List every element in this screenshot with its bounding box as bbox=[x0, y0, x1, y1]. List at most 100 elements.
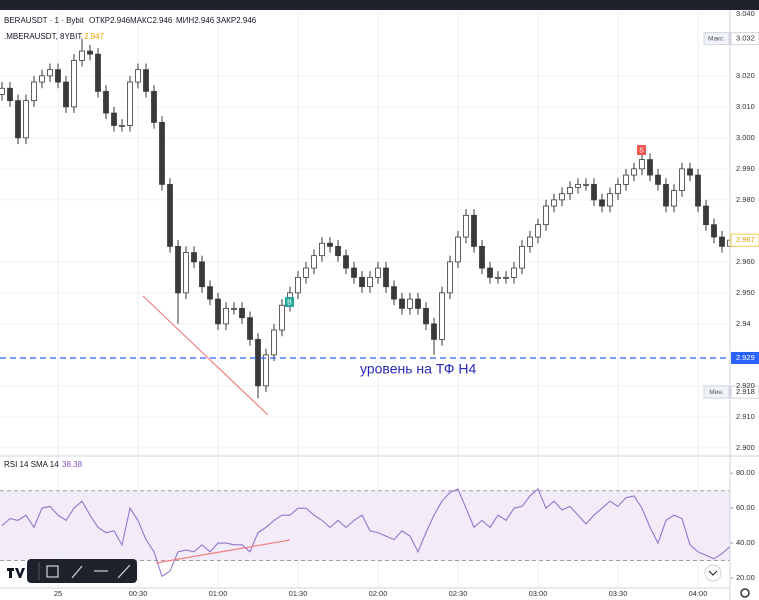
candle-body bbox=[567, 187, 573, 195]
candle-body bbox=[487, 267, 493, 278]
candle-body bbox=[471, 214, 477, 247]
candle-body bbox=[63, 81, 69, 108]
candle-body bbox=[687, 168, 693, 176]
min-badge bbox=[730, 385, 759, 399]
candle-body bbox=[671, 190, 677, 207]
candle-body bbox=[383, 267, 389, 288]
candle-body bbox=[479, 245, 485, 269]
candle-body bbox=[719, 236, 725, 247]
candle-body bbox=[575, 183, 581, 188]
candle-body bbox=[31, 81, 37, 102]
candle-body bbox=[175, 245, 181, 294]
candle-body bbox=[663, 183, 669, 207]
candle-body bbox=[407, 298, 413, 309]
candle-body bbox=[263, 354, 269, 387]
rsi-tick-label: 80.00 bbox=[736, 468, 755, 477]
candle-body bbox=[367, 276, 373, 288]
candle-body bbox=[111, 112, 117, 126]
drawing-toolbar[interactable] bbox=[27, 559, 137, 583]
candle-body bbox=[95, 53, 101, 92]
level-badge bbox=[731, 351, 759, 364]
x-tick-label: 02:30 bbox=[449, 589, 468, 598]
last-price-badge bbox=[730, 233, 759, 247]
rsi-last: 38.38 bbox=[62, 460, 83, 469]
x-tick-label: 04:00 bbox=[689, 589, 708, 598]
candle-body bbox=[39, 75, 45, 83]
rsi-tick-label: 40.00 bbox=[736, 538, 755, 547]
rsi-tick-label: 20.00 bbox=[736, 573, 755, 582]
candle-body bbox=[0, 87, 5, 95]
indicator-value: 2.947 bbox=[84, 32, 105, 41]
candle-body bbox=[183, 252, 189, 294]
candle-body bbox=[535, 224, 541, 238]
scroll-icon bbox=[708, 570, 718, 576]
x-tick-label: 25 bbox=[54, 589, 62, 598]
candle-body bbox=[303, 267, 309, 278]
candle-body bbox=[583, 183, 589, 186]
x-tick-label: 00:30 bbox=[129, 589, 148, 598]
candle-body bbox=[271, 329, 277, 356]
settings-button[interactable] bbox=[740, 588, 750, 598]
last-price-label: 2.967 bbox=[736, 235, 755, 244]
max-tag-label: Макс. bbox=[708, 35, 725, 42]
ohlc-high: МАКС2.946 bbox=[130, 16, 173, 25]
candle-body bbox=[255, 338, 261, 387]
candle-body bbox=[55, 69, 61, 83]
candle-body bbox=[239, 307, 245, 319]
rsi-title: RSI 14 SMA 14 bbox=[4, 460, 59, 469]
max-tag bbox=[703, 32, 730, 46]
x-tick-label: 01:30 bbox=[289, 589, 308, 598]
level-annotation: уровень на ТФ Н4 bbox=[360, 361, 477, 377]
candle-body bbox=[391, 286, 397, 300]
candle-body bbox=[527, 236, 533, 247]
rsi-pane bbox=[0, 472, 733, 579]
candle-body bbox=[247, 317, 253, 340]
max-badge-label: 3.032 bbox=[736, 34, 755, 43]
candle-body bbox=[679, 168, 685, 191]
candle-body bbox=[223, 307, 229, 325]
y-tick-label: 2.900 bbox=[736, 443, 755, 452]
rsi-line bbox=[1, 488, 731, 578]
candle-body bbox=[23, 100, 29, 139]
y-tick-label: 2.980 bbox=[736, 195, 755, 204]
candle-body bbox=[551, 199, 557, 207]
candle-body bbox=[591, 183, 597, 201]
candle-body bbox=[311, 255, 317, 269]
x-tick-label: 02:00 bbox=[369, 589, 388, 598]
candle-body bbox=[7, 87, 13, 102]
candle-body bbox=[351, 267, 357, 278]
candle-body bbox=[215, 298, 221, 325]
indicator-title: .MBERAUSDT, 8YBIT bbox=[4, 32, 82, 41]
candle-body bbox=[167, 183, 173, 247]
candle-body bbox=[399, 298, 405, 309]
candle-body bbox=[599, 199, 605, 207]
sell-signal bbox=[637, 145, 646, 155]
candle-body bbox=[191, 252, 197, 263]
y-tick-label: 3.000 bbox=[736, 133, 755, 142]
candle-body bbox=[207, 286, 213, 300]
candle-body bbox=[47, 69, 53, 77]
x-tick-label: 03:00 bbox=[529, 589, 548, 598]
candle-body bbox=[335, 245, 341, 257]
candle-body bbox=[119, 125, 125, 127]
candle-body bbox=[543, 205, 549, 226]
y-tick-label: 2.910 bbox=[736, 412, 755, 421]
y-tick-label: 3.010 bbox=[736, 102, 755, 111]
candle-body bbox=[87, 50, 93, 55]
candle-body bbox=[279, 304, 285, 331]
overlay: 2.929 2.967 Макс. 3.032 Мин. 2.918 bbox=[0, 32, 759, 399]
y-tick-label: 2.920 bbox=[736, 381, 755, 390]
candle-body bbox=[639, 159, 645, 170]
candle-body bbox=[319, 242, 325, 257]
y-tick-label: 2.990 bbox=[736, 164, 755, 173]
candle-body bbox=[631, 168, 637, 176]
candle-body bbox=[359, 276, 365, 288]
candle-body bbox=[143, 69, 149, 92]
scroll-button[interactable] bbox=[704, 564, 722, 582]
candle-body bbox=[439, 292, 445, 340]
candle-body bbox=[615, 183, 621, 195]
candle-body bbox=[423, 307, 429, 325]
sell-signal-label: S bbox=[639, 147, 644, 154]
candle-body bbox=[447, 261, 453, 294]
